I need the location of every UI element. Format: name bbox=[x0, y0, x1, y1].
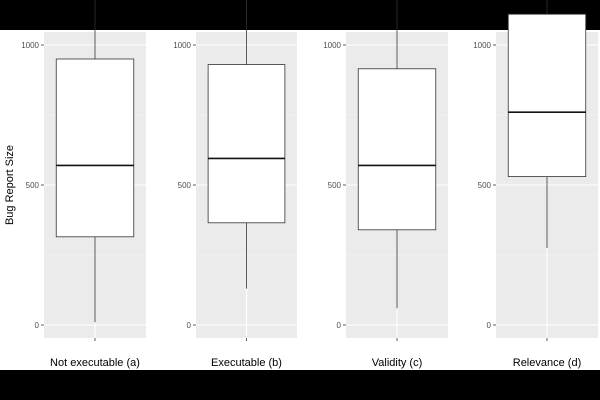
y-tick-label: 500 bbox=[328, 181, 342, 190]
top-letterbox bbox=[0, 0, 600, 30]
y-axis-title: Bug Report Size bbox=[4, 145, 16, 225]
box bbox=[207, 64, 286, 224]
box bbox=[507, 13, 587, 177]
y-tick-label: 0 bbox=[337, 321, 342, 330]
panel-label: Not executable (a) bbox=[50, 357, 140, 369]
y-tick-label: 1000 bbox=[323, 41, 341, 50]
y-tick-label: 1000 bbox=[21, 41, 39, 50]
y-tick-label: 0 bbox=[487, 321, 492, 330]
y-tick-label: 1000 bbox=[173, 41, 191, 50]
box bbox=[55, 58, 135, 238]
y-tick-label: 0 bbox=[35, 321, 40, 330]
y-tick-label: 500 bbox=[26, 181, 40, 190]
panel-label: Validity (c) bbox=[372, 357, 423, 369]
y-tick-label: 0 bbox=[187, 321, 192, 330]
y-tick-label: 500 bbox=[178, 181, 192, 190]
panel-label: Relevance (d) bbox=[513, 357, 581, 369]
panel-label: Executable (b) bbox=[211, 357, 282, 369]
bottom-letterbox bbox=[0, 370, 600, 400]
y-tick-label: 1000 bbox=[473, 41, 491, 50]
y-tick-label: 500 bbox=[478, 181, 492, 190]
box bbox=[357, 68, 437, 231]
